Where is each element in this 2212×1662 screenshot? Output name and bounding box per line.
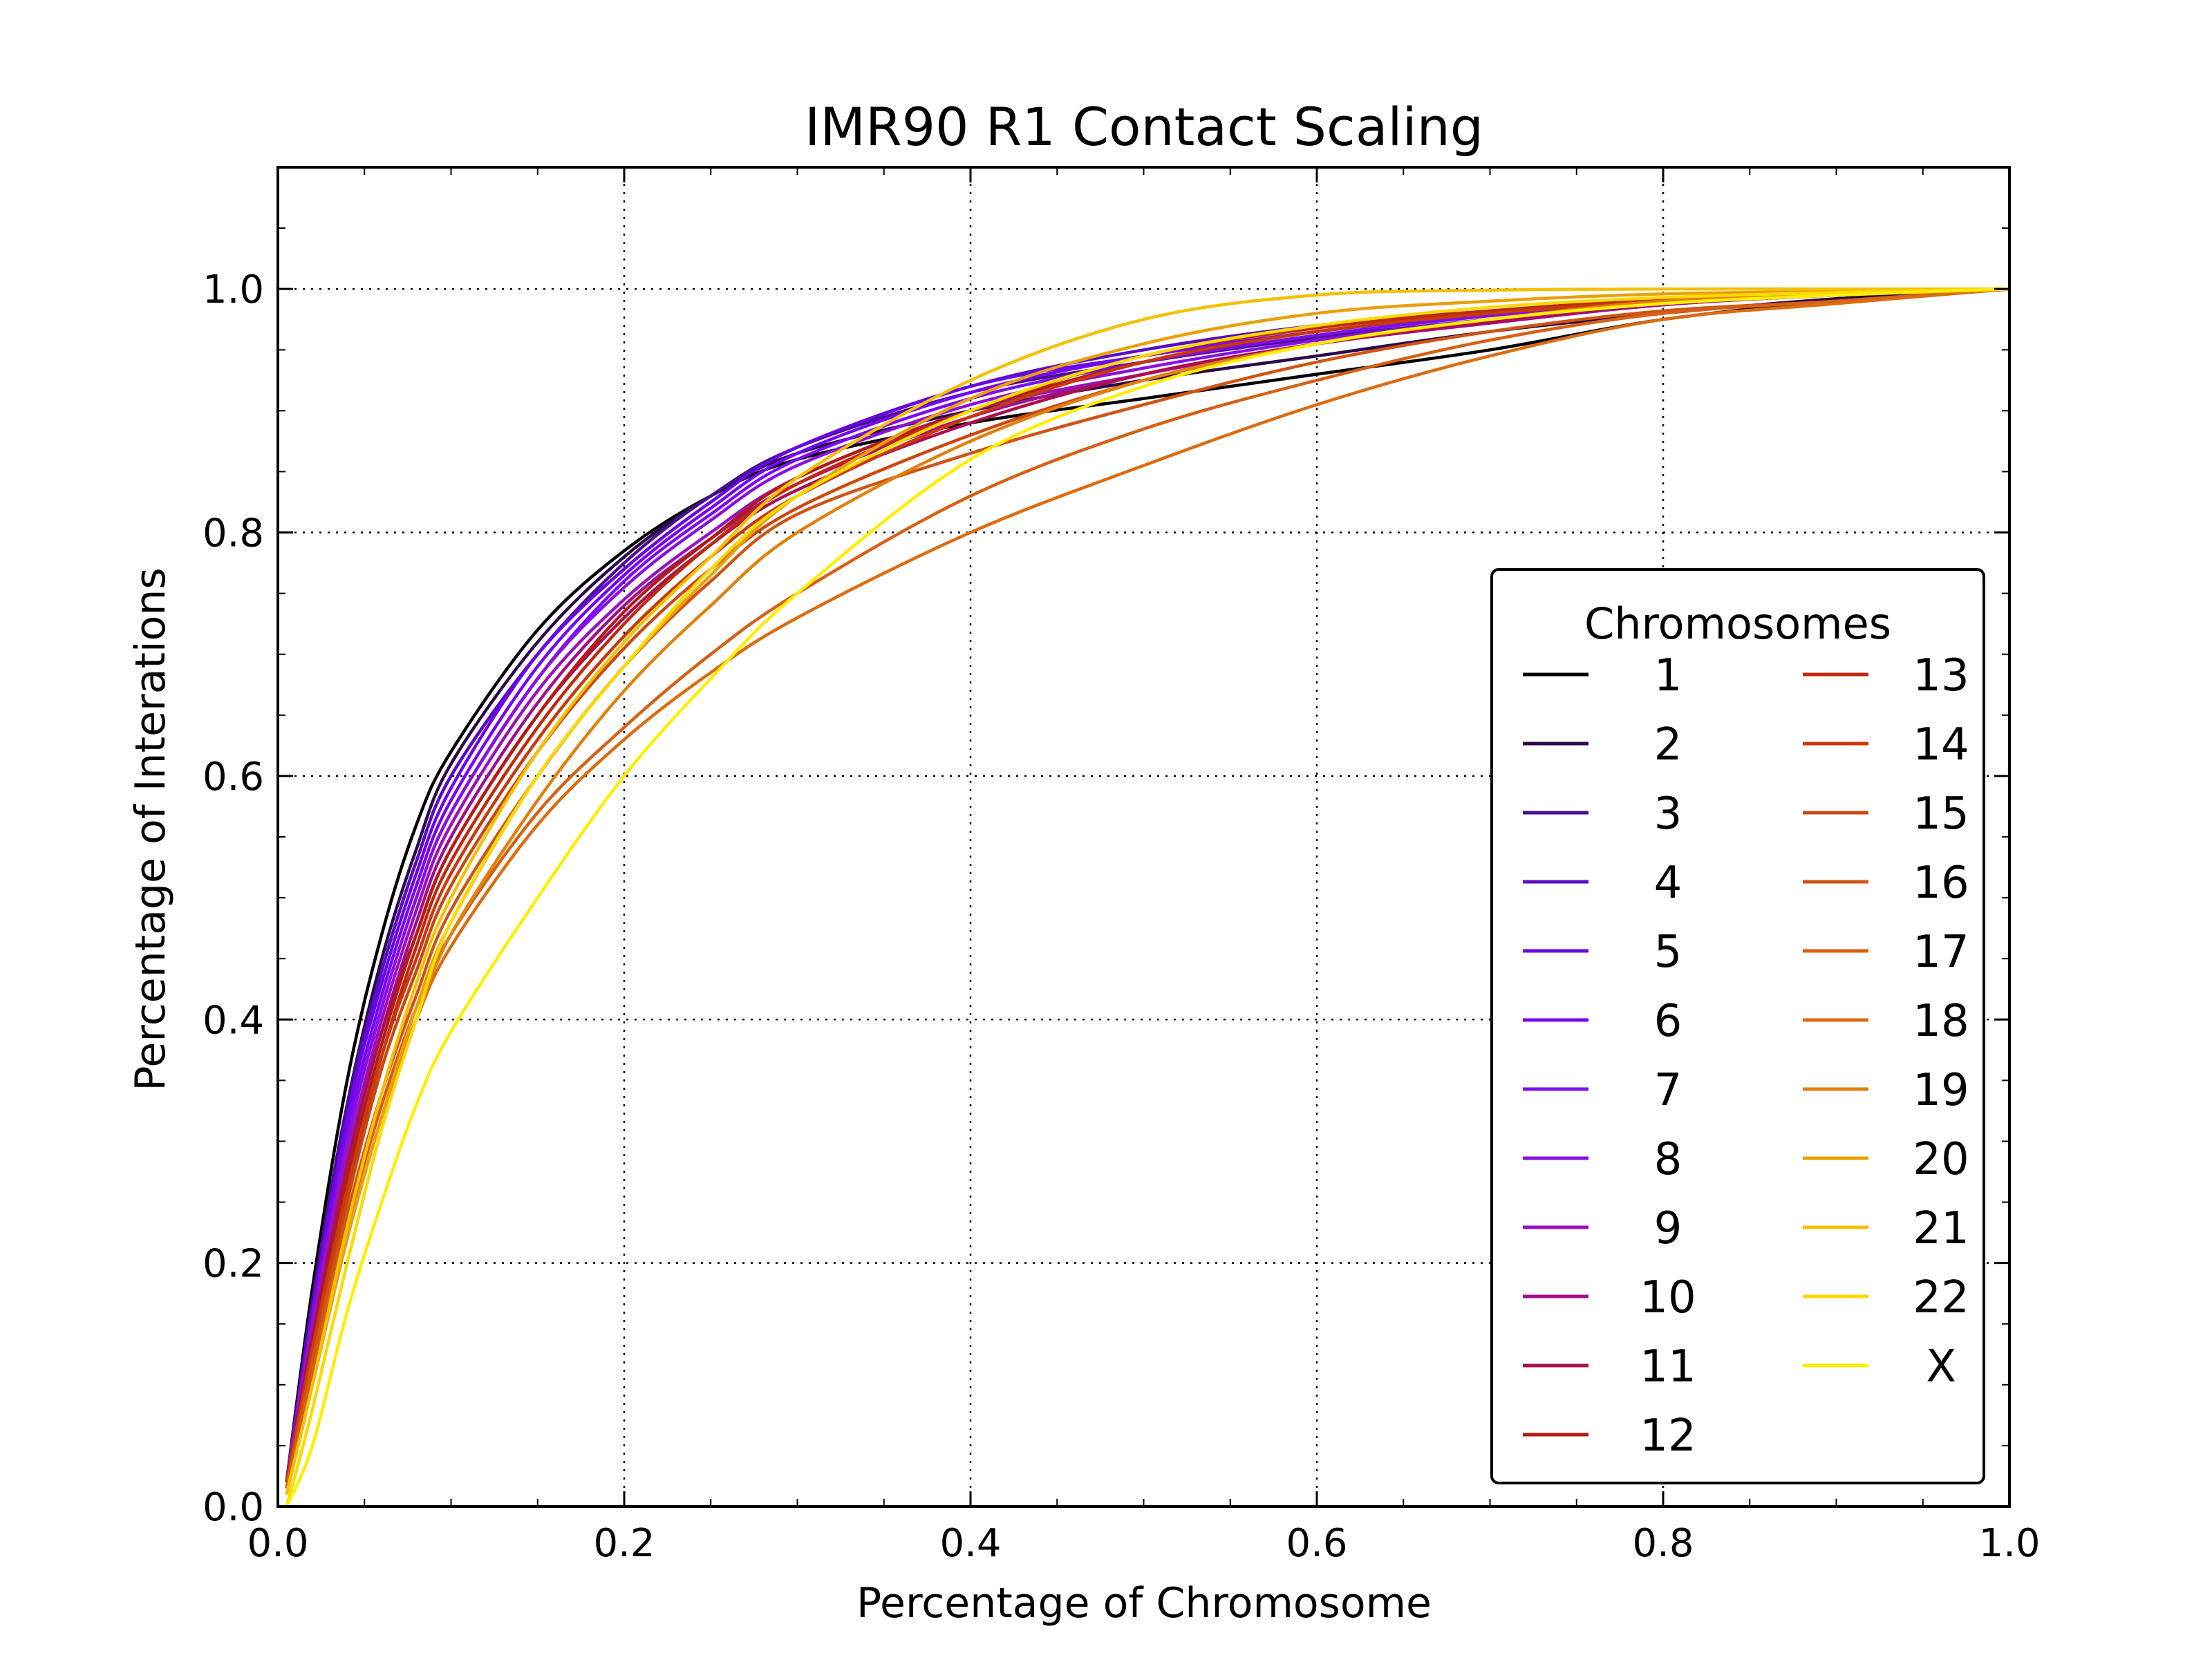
x-axis-label: Percentage of Chromosome (856, 1579, 1432, 1627)
y-tick-label: 1.0 (203, 267, 264, 312)
legend-label: 14 (1913, 719, 1969, 771)
legend-label: 8 (1654, 1134, 1683, 1185)
legend-label: 18 (1913, 996, 1969, 1047)
x-tick-label: 0.2 (593, 1521, 655, 1566)
legend-label: 3 (1654, 788, 1683, 840)
axes: 0.0 0.2 0.4 0.6 0.8 1.0 0.0 0.2 0.4 0.6 0.8 1.0 (203, 166, 2041, 1566)
x-tick-label: 1.0 (1978, 1521, 2040, 1566)
legend-label: 16 (1913, 858, 1969, 909)
legend: Chromosomes12345678910111213141516171819… (1490, 568, 1985, 1484)
chart-title: IMR90 R1 Contact Scaling (805, 96, 1483, 158)
x-tick-label: 0.0 (247, 1521, 308, 1566)
x-tick-label: 0.8 (1632, 1521, 1694, 1566)
series-line-X (285, 287, 2010, 1507)
legend-label: 10 (1640, 1272, 1696, 1323)
series-line-21 (285, 287, 2009, 1495)
legend-label: 4 (1654, 858, 1683, 909)
legend-label: 13 (1913, 650, 1969, 701)
legend-label: 2 (1654, 719, 1683, 771)
x-tick-label: 0.6 (1286, 1521, 1347, 1566)
legend-label: 1 (1654, 650, 1683, 701)
legend-label: X (1926, 1341, 1956, 1392)
legend-label: 6 (1654, 996, 1683, 1047)
y-tick-label: 0.2 (203, 1242, 264, 1287)
legend-label: 12 (1640, 1410, 1696, 1462)
legend-label: 19 (1913, 1065, 1969, 1116)
legend-label: 21 (1913, 1203, 1969, 1254)
legend-box (1490, 568, 1985, 1484)
y-tick-label: 0.6 (203, 755, 264, 800)
legend-label: 15 (1913, 788, 1969, 840)
series-line-20 (285, 287, 2010, 1495)
series-lines (285, 287, 2010, 1507)
legend-label: 17 (1913, 927, 1969, 978)
legend-label: 5 (1654, 927, 1683, 978)
y-tick-label: 0.8 (203, 511, 264, 556)
series-line-14 (285, 287, 2010, 1483)
plot-frame (276, 166, 2011, 1508)
y-axis-label: Percentage of Interations (126, 567, 175, 1090)
series-line-17 (285, 287, 2010, 1489)
legend-label: 11 (1640, 1341, 1696, 1392)
legend-label: 9 (1654, 1203, 1683, 1254)
x-tick-label: 0.4 (939, 1521, 1001, 1566)
legend-label: 20 (1913, 1134, 1969, 1185)
series-line-22 (285, 287, 2010, 1507)
y-tick-label: 0.4 (203, 998, 264, 1043)
legend-title: Chromosomes (1584, 598, 1891, 649)
legend-label: 7 (1654, 1065, 1683, 1116)
legend-label: 22 (1913, 1272, 1969, 1323)
y-tick-label: 0.0 (203, 1485, 264, 1530)
